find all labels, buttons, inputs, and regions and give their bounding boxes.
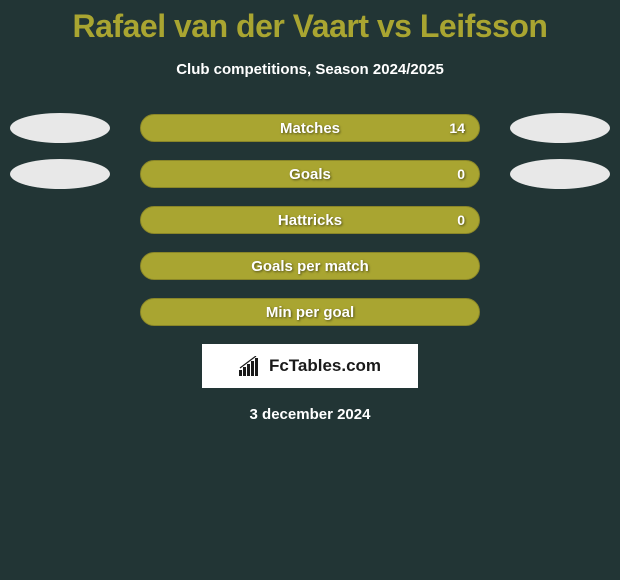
stat-bar: Matches 14	[140, 114, 480, 142]
stat-value: 0	[457, 212, 465, 228]
bars-icon	[239, 356, 263, 376]
stat-bar: Min per goal	[140, 298, 480, 326]
stat-label: Goals	[289, 166, 331, 183]
stat-label: Hattricks	[278, 212, 342, 229]
left-ellipse	[10, 159, 110, 189]
logo-box: FcTables.com	[202, 344, 418, 388]
stat-row: Goals per match	[0, 252, 620, 280]
stat-row: Matches 14	[0, 114, 620, 142]
stat-row: Goals 0	[0, 160, 620, 188]
stat-label: Min per goal	[266, 304, 354, 321]
left-ellipse	[10, 113, 110, 143]
right-ellipse	[510, 159, 610, 189]
date-text: 3 december 2024	[250, 406, 371, 423]
stat-value: 0	[457, 166, 465, 182]
logo-text: FcTables.com	[269, 356, 381, 376]
stat-row: Min per goal	[0, 298, 620, 326]
stat-bar: Goals 0	[140, 160, 480, 188]
stat-label: Goals per match	[251, 258, 369, 275]
subtitle: Club competitions, Season 2024/2025	[176, 61, 444, 78]
stat-bar: Goals per match	[140, 252, 480, 280]
stat-row: Hattricks 0	[0, 206, 620, 234]
page-title: Rafael van der Vaart vs Leifsson	[73, 8, 548, 45]
comparison-infographic: Rafael van der Vaart vs Leifsson Club co…	[0, 0, 620, 423]
stat-label: Matches	[280, 120, 340, 137]
stat-rows: Matches 14 Goals 0 Hattricks 0 Goals per match…	[0, 114, 620, 326]
stat-value: 14	[449, 120, 465, 136]
right-ellipse	[510, 113, 610, 143]
stat-bar: Hattricks 0	[140, 206, 480, 234]
